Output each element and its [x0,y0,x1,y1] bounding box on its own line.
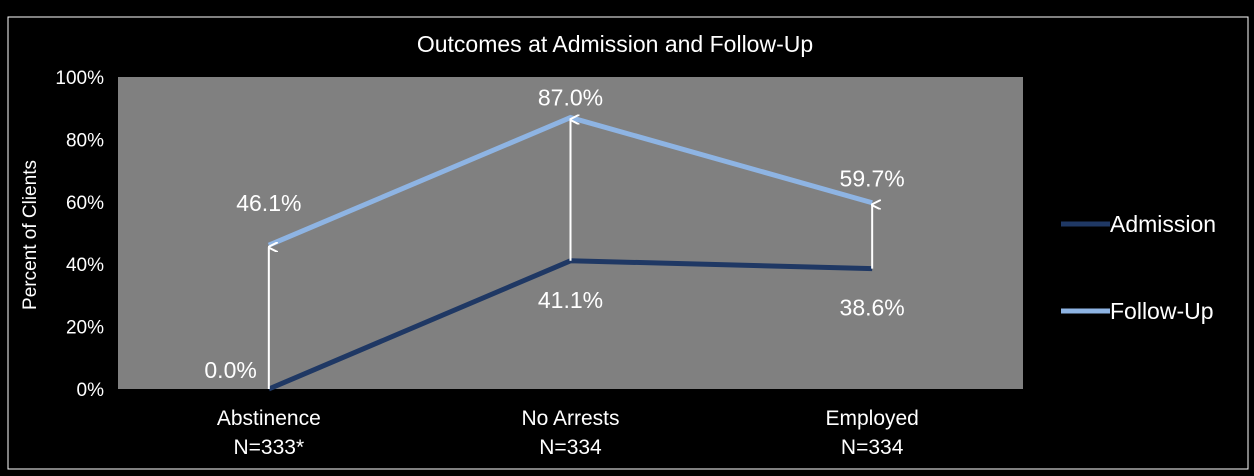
x-axis: Abstinence N=333* No Arrests N=334 Employed N… [217,407,919,459]
data-label-follow-up: 87.0% [538,85,603,111]
y-tick-label: 20% [66,318,104,339]
data-labels: 46.1% 87.0% 59.7% 0.0% 41.1% 38.6% [204,85,904,383]
change-arrows [267,120,872,389]
data-label-admission: 41.1% [538,287,603,313]
y-tick-label: 100% [55,68,104,89]
chart-title: Outcomes at Admission and Follow-Up [417,31,813,57]
y-tick-label: 60% [66,193,104,214]
y-tick-label: 80% [66,130,104,151]
legend-label: Follow-Up [1110,298,1214,324]
x-tick-sample-size: N=334 [539,436,602,459]
x-tick-sample-size: N=333* [234,436,305,459]
data-label-admission: 0.0% [204,357,256,383]
legend-label: Admission [1110,211,1216,237]
x-tick-label: Abstinence [217,407,321,430]
x-tick-label: Employed [825,407,918,430]
legend: Admission Follow-Up [1061,211,1216,324]
data-label-follow-up: 46.1% [236,190,301,216]
y-axis: 0% 20% 40% 60% 80% 100% [55,68,104,401]
data-label-admission: 38.6% [840,295,905,321]
y-tick-label: 40% [66,255,104,276]
data-label-follow-up: 59.7% [840,166,905,192]
x-tick-sample-size: N=334 [841,436,904,459]
y-axis-label: Percent of Clients [20,160,41,310]
y-tick-label: 0% [77,380,105,401]
x-tick-label: No Arrests [521,407,619,430]
